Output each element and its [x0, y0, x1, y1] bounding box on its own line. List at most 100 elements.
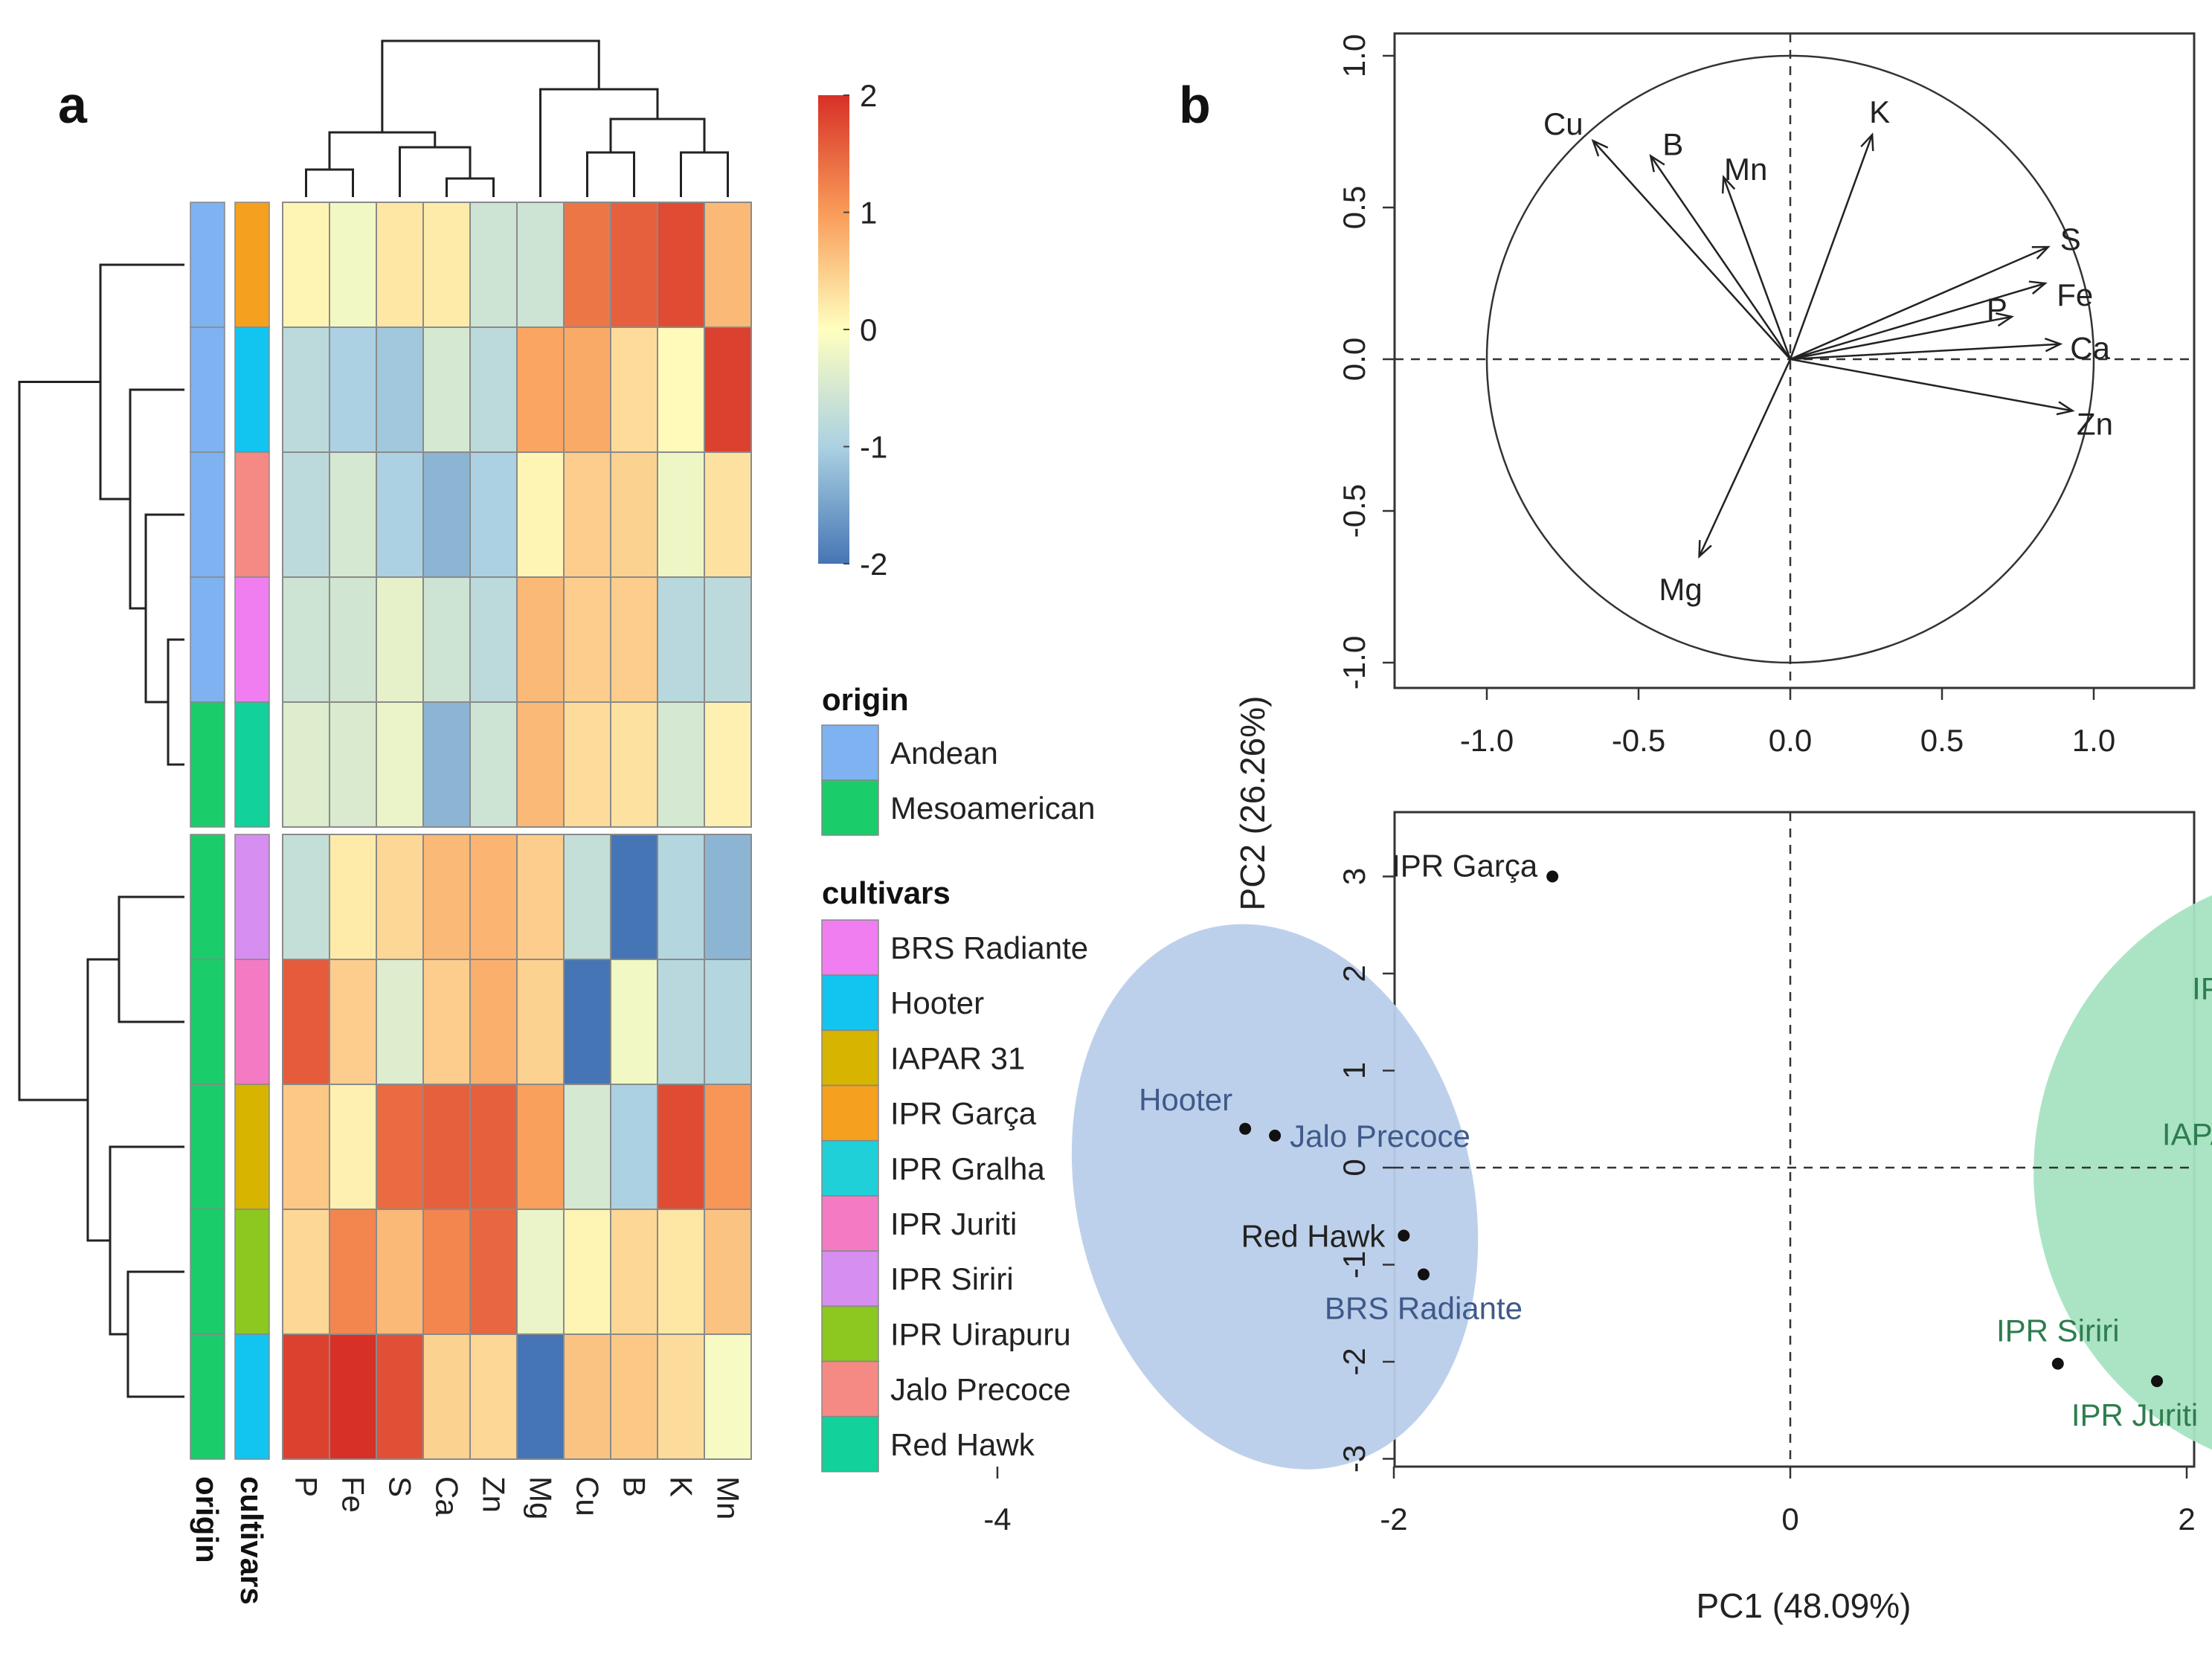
heatmap-cell — [657, 576, 705, 703]
score-point — [1239, 1122, 1252, 1135]
arrow-head — [1591, 138, 1609, 157]
column-label: Fe — [336, 1476, 371, 1513]
pca-variables-plot: -1.0 -0.5 0.0 0.5 1.0 1.0 0.5 0.0 -0.5 -1.0 Cu B Mn K… — [1337, 32, 2196, 758]
column-label: Mg — [524, 1476, 559, 1519]
heatmap-cell — [469, 1209, 518, 1335]
y-tick-label: 2 — [1337, 965, 1372, 982]
y-tick-label: -1.0 — [1337, 636, 1372, 689]
x-tick-label: -4 — [983, 1502, 1011, 1537]
y-tick-label: -0.5 — [1337, 484, 1372, 538]
score-point-label: BRS Radiante — [1325, 1291, 1523, 1326]
heatmap-cell — [282, 1209, 330, 1335]
legend-swatch — [821, 724, 879, 781]
column-label: Mn — [711, 1476, 746, 1519]
colorbar-tick-label: 2 — [860, 78, 877, 113]
heatmap-cell — [329, 202, 377, 328]
heatmap-cell — [704, 451, 752, 578]
legend-swatch — [821, 1416, 879, 1473]
score-point-label: IPR Siriri — [1996, 1313, 2120, 1348]
heatmap-cell — [329, 326, 377, 453]
column-label: Zn — [477, 1476, 512, 1513]
y-tick-label: 0.5 — [1337, 186, 1372, 229]
y-tick-label: -2 — [1337, 1348, 1372, 1375]
dendrogram-branch — [539, 88, 659, 197]
cultivar-annotation-cell — [234, 1084, 270, 1210]
loading-arrow — [1790, 343, 2061, 361]
heatmap-cell — [563, 1084, 611, 1210]
column-label: B — [617, 1476, 652, 1497]
origin-annotation-cell — [190, 701, 225, 828]
cultivars-annotation-label: cultivars — [234, 1476, 269, 1605]
heatmap-cell — [422, 1333, 471, 1460]
legend-swatch — [821, 1305, 879, 1362]
heatmap-cell — [657, 1333, 705, 1460]
origin-annotation-cell — [190, 1084, 225, 1210]
heatmap-cell — [516, 701, 565, 828]
column-label: S — [383, 1476, 418, 1497]
legend-swatch — [821, 779, 879, 836]
heatmap-cell — [376, 1084, 424, 1210]
arrow-head — [1860, 132, 1874, 152]
loading-arrow — [1790, 315, 2013, 361]
origin-legend-title: origin — [822, 682, 909, 717]
heatmap-cell — [329, 576, 377, 703]
y-tick-label: 3 — [1337, 868, 1372, 885]
cultivars-legend-title: cultivars — [822, 875, 951, 910]
loading-arrow — [1650, 155, 1792, 360]
heatmap-cell — [610, 701, 658, 828]
heatmap-cell — [610, 1333, 658, 1460]
heatmap-cell — [516, 834, 565, 960]
legend-label: IAPAR 31 — [890, 1040, 1025, 1075]
heatmap-cell — [610, 576, 658, 703]
heatmap-cell — [657, 959, 705, 1085]
heatmap-cell — [469, 576, 518, 703]
dendrogram-branch — [305, 168, 354, 197]
heatmap-cell — [376, 451, 424, 578]
heatmap-cell — [282, 451, 330, 578]
heatmap-cell — [422, 1084, 471, 1210]
x-tick-label: 1.0 — [2072, 723, 2115, 758]
column-label: Ca — [430, 1476, 465, 1516]
heatmap-cell — [329, 1084, 377, 1210]
dendrogram-branch — [446, 177, 495, 197]
heatmap-cell — [282, 959, 330, 1085]
heatmap-cell — [610, 202, 658, 328]
heatmap-cell — [376, 326, 424, 453]
heatmap-cell — [376, 701, 424, 828]
panel-a-letter: a — [58, 76, 88, 134]
legend-swatch — [821, 1029, 879, 1087]
y-tick-label: 0.0 — [1337, 338, 1372, 381]
loading-arrow — [1790, 358, 2073, 412]
legend: origin Andean Mesoamerican cultivars BRS Rad… — [821, 682, 1095, 1473]
y-tick-label: 1 — [1337, 1062, 1372, 1079]
dendrogram-branch — [18, 381, 100, 1101]
y-tick-label: 1.0 — [1337, 34, 1372, 77]
legend-label: IPR Garça — [890, 1096, 1037, 1131]
legend-swatch — [821, 974, 879, 1031]
heatmap-cell — [657, 1084, 705, 1210]
score-point — [2051, 1357, 2064, 1370]
dendrogram-branch — [86, 958, 119, 1242]
heatmap-cell — [704, 326, 752, 453]
loading-arrow — [1723, 176, 1792, 360]
loading-label: P — [1987, 292, 2007, 326]
column-dendrogram — [305, 39, 729, 197]
legend-swatch — [821, 1195, 879, 1252]
legend-swatch — [821, 1250, 879, 1307]
heatmap-cell — [282, 1333, 330, 1460]
heatmap-cell — [657, 202, 705, 328]
colorbar-tick-label: 0 — [860, 312, 877, 347]
group-ellipse — [2033, 895, 2212, 1450]
heatmap-cell — [516, 202, 565, 328]
loading-label: Cu — [1543, 106, 1584, 141]
group-ellipse — [1071, 924, 1479, 1470]
colorbar: 2 1 0 -1 -2 — [818, 78, 887, 582]
heatmap-cell — [422, 959, 471, 1085]
heatmap-cell — [329, 1209, 377, 1335]
origin-annotation-cell — [190, 1333, 225, 1460]
dendrogram-branch — [126, 1270, 184, 1398]
heatmap-cell — [282, 202, 330, 328]
heatmap-cell — [610, 326, 658, 453]
column-label: P — [289, 1476, 324, 1497]
